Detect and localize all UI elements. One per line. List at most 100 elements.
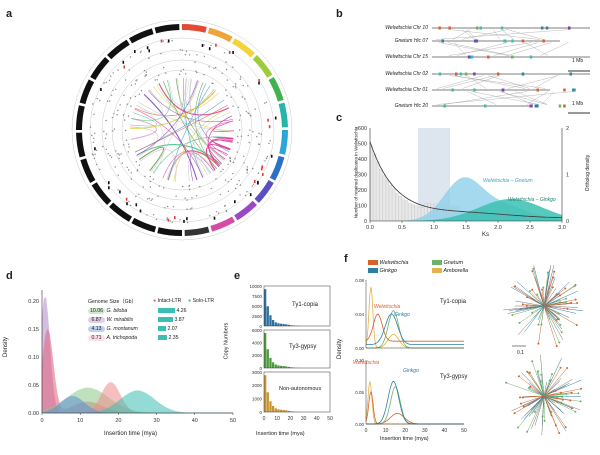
ks-bar	[395, 193, 399, 222]
circos-dot	[245, 194, 247, 197]
tree-gypsy-branch	[543, 395, 565, 415]
e-ytick-label: 2000	[252, 383, 263, 388]
circos-dot	[179, 49, 181, 51]
circos-dot	[180, 70, 182, 72]
chromosome-segment	[79, 79, 95, 105]
circos-dot	[175, 195, 177, 197]
tree-copia-tip	[564, 287, 567, 290]
circos-dot	[121, 162, 123, 164]
synteny-connector	[454, 42, 467, 56]
synteny-link-pink	[205, 147, 228, 171]
tree-gypsy-branch	[543, 393, 567, 397]
circos-dot	[185, 50, 188, 52]
chromosome-segment	[184, 226, 210, 236]
circos-dot	[232, 172, 234, 175]
circos-tick	[254, 180, 256, 183]
circos-dot	[127, 151, 129, 153]
tree-gypsy-tip	[579, 400, 582, 403]
e-ytick-label: 1000	[252, 396, 263, 401]
circos-tick	[186, 217, 188, 221]
legend-solo: ● Solo-LTR	[188, 298, 215, 304]
circos-dot	[127, 115, 130, 117]
synteny-link-pink	[211, 139, 233, 150]
circos-dot	[166, 217, 169, 219]
synteny-link	[134, 104, 228, 153]
circos-dot	[109, 154, 111, 157]
circos-dot	[128, 143, 130, 145]
tree-copia-branch	[543, 305, 557, 347]
tree-gypsy-branch	[543, 395, 563, 401]
ks-bar	[408, 203, 412, 222]
ks-bar	[385, 179, 389, 222]
f-top-curve	[365, 286, 464, 349]
tree-copia-branch	[543, 265, 552, 307]
c-xtick-label: 3.0	[558, 225, 566, 231]
synteny-link	[130, 117, 157, 140]
c-xtick-label: 0.0	[366, 225, 374, 231]
gene-block	[448, 26, 451, 30]
panel-f-chart: 0.00 0.04 0.08 0.00 0.05 0.10 0 10 20 30 40 50	[355, 265, 584, 436]
synteny-link-pink	[207, 115, 233, 168]
d-xtick-label: 50	[230, 418, 236, 424]
circos-dot	[254, 108, 256, 110]
circos-dot	[188, 54, 191, 56]
ks-bar	[398, 195, 402, 222]
circos-dot	[264, 160, 266, 162]
circos-dot	[130, 105, 132, 107]
circos-dot	[246, 191, 248, 193]
hist-frame	[263, 329, 331, 369]
gene-block	[568, 26, 571, 30]
ks-bar	[405, 200, 409, 222]
gene-block	[530, 104, 533, 108]
tree-gypsy-tip	[540, 373, 543, 376]
circos-dot	[203, 55, 206, 58]
circos-dot	[248, 112, 250, 115]
synteny-connector	[507, 75, 559, 89]
ks-bar	[389, 185, 393, 222]
circos-dot	[249, 129, 251, 131]
circos-dot	[113, 113, 115, 115]
circos-tick	[119, 190, 121, 194]
tree-copia-branch	[519, 305, 545, 324]
f-bot-curve	[365, 381, 464, 425]
synteny-connector	[467, 91, 497, 105]
gene-block	[569, 72, 572, 76]
tree-gypsy-tip	[528, 386, 531, 389]
tree-copia-branch	[543, 305, 577, 314]
circos-dot	[92, 103, 94, 105]
chromosome-segment	[154, 24, 180, 34]
tree-gypsy-branch	[540, 354, 545, 397]
d-ytick-label: 0.00	[28, 411, 39, 417]
circos-dot	[237, 141, 239, 144]
circos-tick	[228, 50, 231, 54]
circos-dot	[128, 69, 130, 71]
circos-dot	[124, 129, 127, 132]
tree-gypsy-branch	[543, 395, 567, 432]
chromosome-segment	[268, 77, 284, 102]
circos-dot	[130, 172, 132, 174]
circos-dot	[269, 140, 271, 142]
circos-dot	[246, 172, 248, 174]
circos-dot	[115, 88, 117, 90]
circos-tick	[262, 173, 264, 176]
panel-e-label-1: Ty1-copia	[292, 302, 319, 308]
synteny-connector	[493, 29, 501, 40]
gene-block	[443, 104, 446, 108]
chromosome-segment	[182, 24, 207, 33]
tree-copia-tip	[531, 288, 534, 291]
tree-gypsy-branch	[519, 395, 545, 398]
circos-dot	[144, 175, 146, 178]
circos-dot	[129, 97, 131, 99]
e-ytick-label: 3000	[252, 370, 263, 375]
legend-size: 0.71	[88, 335, 105, 341]
synteny-connector	[525, 42, 548, 56]
circos-dot	[105, 133, 108, 135]
legend-row: 10.06 G. biloba	[88, 308, 127, 314]
circos-dot	[251, 185, 254, 187]
circos-dot	[94, 132, 96, 134]
synteny-link	[205, 120, 234, 157]
circos-tick	[260, 167, 263, 171]
tree-gypsy-branch	[543, 358, 562, 397]
tree-gypsy-tip	[580, 387, 582, 390]
circos-dot	[252, 131, 254, 133]
